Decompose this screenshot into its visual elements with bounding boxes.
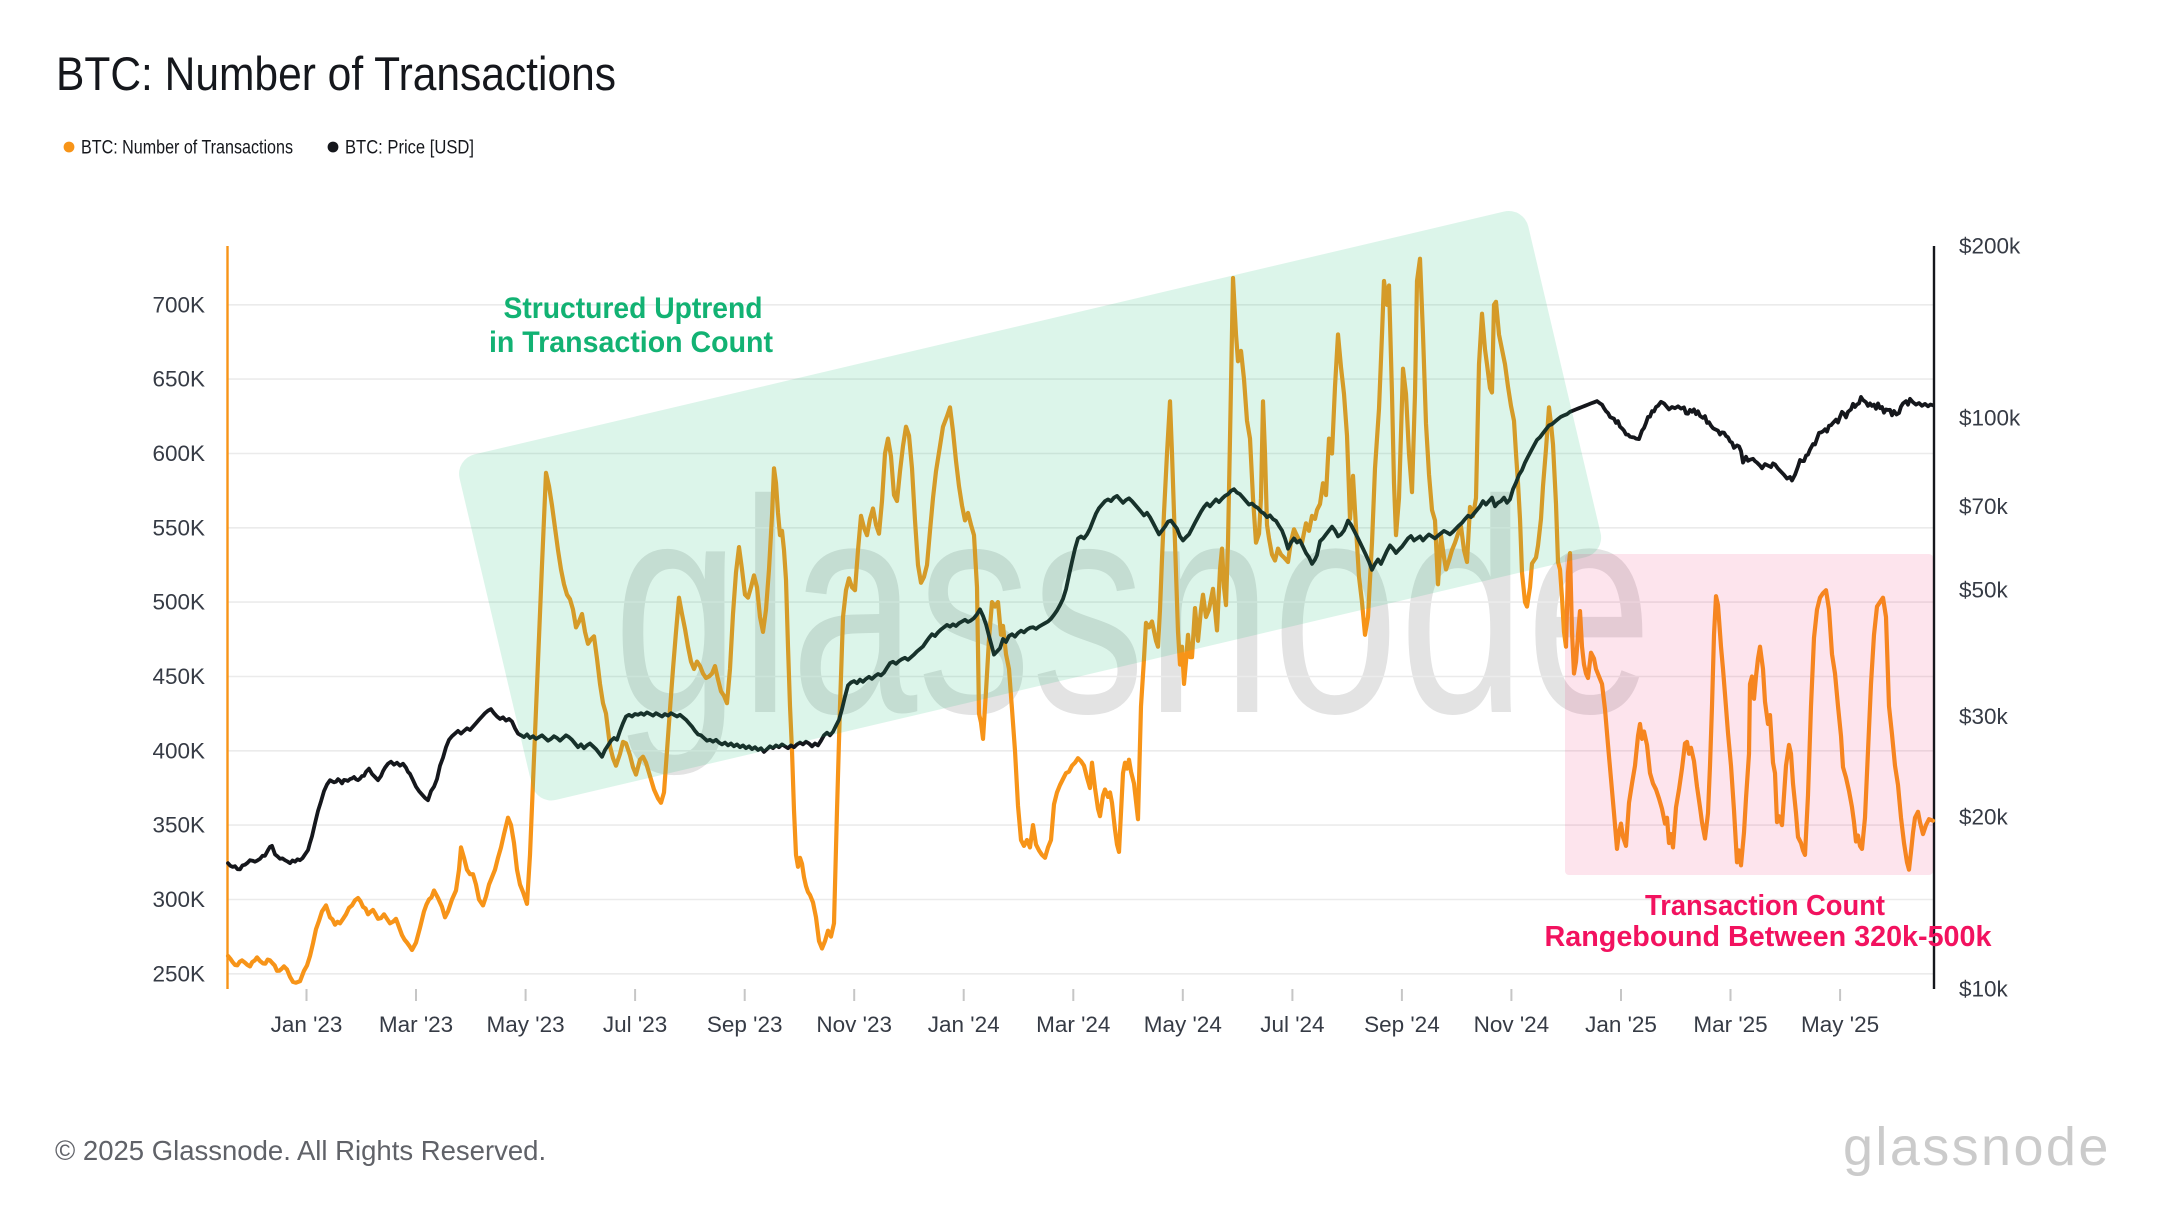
svg-text:600K: 600K: [152, 441, 205, 466]
svg-text:$70k: $70k: [1959, 494, 2009, 519]
svg-text:Jan '23: Jan '23: [271, 1012, 343, 1037]
svg-text:500K: 500K: [152, 590, 205, 615]
svg-text:Sep '23: Sep '23: [707, 1012, 783, 1037]
svg-text:$30k: $30k: [1959, 704, 2009, 729]
svg-text:$50k: $50k: [1959, 577, 2009, 602]
svg-text:$200k: $200k: [1959, 234, 2021, 259]
svg-text:BTC: Number of Transactions: BTC: Number of Transactions: [56, 47, 616, 100]
svg-text:$20k: $20k: [1959, 805, 2009, 830]
svg-text:300K: 300K: [152, 887, 205, 912]
svg-text:$100k: $100k: [1959, 405, 2021, 430]
svg-text:May '23: May '23: [487, 1012, 565, 1037]
svg-text:BTC: Number of Transactions: BTC: Number of Transactions: [81, 138, 293, 159]
svg-text:Jan '24: Jan '24: [928, 1012, 1000, 1037]
svg-text:May '25: May '25: [1801, 1012, 1879, 1037]
svg-text:May '24: May '24: [1144, 1012, 1222, 1037]
svg-text:250K: 250K: [152, 961, 205, 986]
svg-text:Jul '24: Jul '24: [1260, 1012, 1324, 1037]
svg-text:Mar '25: Mar '25: [1693, 1012, 1767, 1037]
svg-text:Nov '24: Nov '24: [1474, 1012, 1550, 1037]
svg-text:Structured Uptrend: Structured Uptrend: [504, 292, 763, 325]
svg-text:Mar '24: Mar '24: [1036, 1012, 1110, 1037]
svg-text:Nov '23: Nov '23: [816, 1012, 892, 1037]
svg-text:glassnode: glassnode: [1843, 1117, 2111, 1177]
svg-text:700K: 700K: [152, 292, 205, 317]
svg-text:Jul '23: Jul '23: [603, 1012, 667, 1037]
svg-text:in Transaction Count: in Transaction Count: [489, 326, 773, 359]
svg-text:Sep '24: Sep '24: [1364, 1012, 1440, 1037]
svg-text:Jan '25: Jan '25: [1585, 1012, 1657, 1037]
svg-text:450K: 450K: [152, 664, 205, 689]
svg-text:$10k: $10k: [1959, 976, 2009, 1001]
svg-text:Transaction Count: Transaction Count: [1645, 890, 1885, 922]
svg-text:400K: 400K: [152, 738, 205, 763]
svg-text:© 2025 Glassnode. All Rights R: © 2025 Glassnode. All Rights Reserved.: [55, 1135, 546, 1166]
svg-text:650K: 650K: [152, 367, 205, 392]
svg-text:350K: 350K: [152, 813, 205, 838]
svg-text:Mar '23: Mar '23: [379, 1012, 453, 1037]
svg-text:BTC: Price [USD]: BTC: Price [USD]: [345, 138, 474, 159]
svg-text:Rangebound Between 320k-500k: Rangebound Between 320k-500k: [1545, 921, 1993, 953]
svg-text:550K: 550K: [152, 515, 205, 540]
